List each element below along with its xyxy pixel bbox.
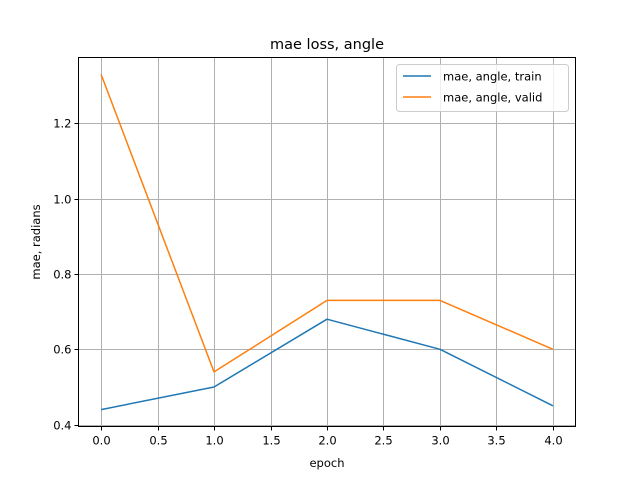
train-series-line: [100, 318, 554, 411]
legend-box: [396, 64, 569, 112]
y-tick-label: 1.0: [53, 193, 71, 207]
y-tick-label: 1.2: [53, 117, 71, 131]
y-tick-label: 0.4: [53, 419, 71, 433]
y-axis-label: mae, radians: [29, 204, 43, 279]
x-tick-label: 4.0: [544, 434, 562, 448]
x-axis-label: epoch: [309, 456, 344, 470]
grid-lines: [78, 57, 576, 427]
series-lines: [100, 74, 554, 411]
legend: mae, angle, train mae, angle, valid: [396, 64, 569, 112]
chart-title: mae loss, angle: [270, 37, 384, 53]
x-tick-label: 3.0: [431, 434, 449, 448]
x-tick-label: 2.0: [318, 434, 336, 448]
x-tick-label: 0.5: [149, 434, 167, 448]
y-axis-ticks: 0.4 0.6 0.8 1.0 1.2: [53, 117, 79, 433]
x-tick-label: 0.0: [92, 434, 110, 448]
y-tick-label: 0.8: [53, 268, 71, 282]
x-tick-label: 1.0: [205, 434, 223, 448]
legend-valid-label: mae, angle, valid: [443, 91, 542, 105]
legend-train-label: mae, angle, train: [443, 70, 542, 84]
x-tick-label: 2.5: [374, 434, 392, 448]
y-tick-label: 0.6: [53, 343, 71, 357]
x-axis-ticks: 0.0 0.5 1.0 1.5 2.0 2.5 3.0 3.5 4.0: [92, 426, 563, 448]
x-tick-label: 3.5: [487, 434, 505, 448]
x-tick-label: 1.5: [262, 434, 280, 448]
valid-series-line: [100, 74, 554, 373]
